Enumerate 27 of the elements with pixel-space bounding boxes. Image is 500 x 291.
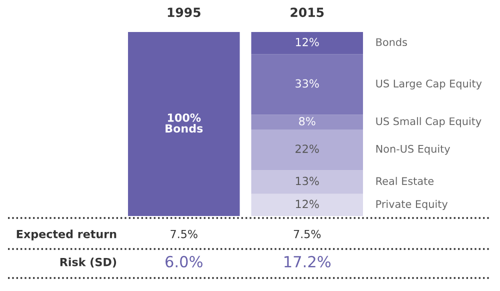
data-label: 8% [299,116,316,126]
text: 6.0% [166,256,202,268]
data-label: 12% [296,200,319,208]
data-label: 12% [296,38,319,46]
text: 7.5% [294,230,321,238]
text: 17.2% [284,256,331,268]
x-tick-label: 2015 [290,8,324,18]
series-label: Non-US Equity [376,144,450,155]
text: 7.5% [170,230,198,238]
text: Expected return [16,230,116,240]
data-label: 100% Bonds [166,113,203,133]
bar [251,130,363,170]
bar [251,54,363,115]
series-label: Bonds [376,38,407,46]
data-label: 33% [296,79,319,88]
bar [251,170,363,194]
bar [251,194,363,216]
data-label: 13% [296,176,319,186]
series-label: US Small Cap Equity [376,117,482,128]
bar [251,32,363,54]
data-label: 22% [296,144,319,153]
series-label: Real Estate [376,176,434,185]
series-label: Private Equity [376,200,448,210]
x-tick-label: 1995 [168,8,200,18]
bar [251,114,363,130]
series-label: US Large Cap Equity [376,79,482,90]
text: Risk (SD) [60,258,116,268]
